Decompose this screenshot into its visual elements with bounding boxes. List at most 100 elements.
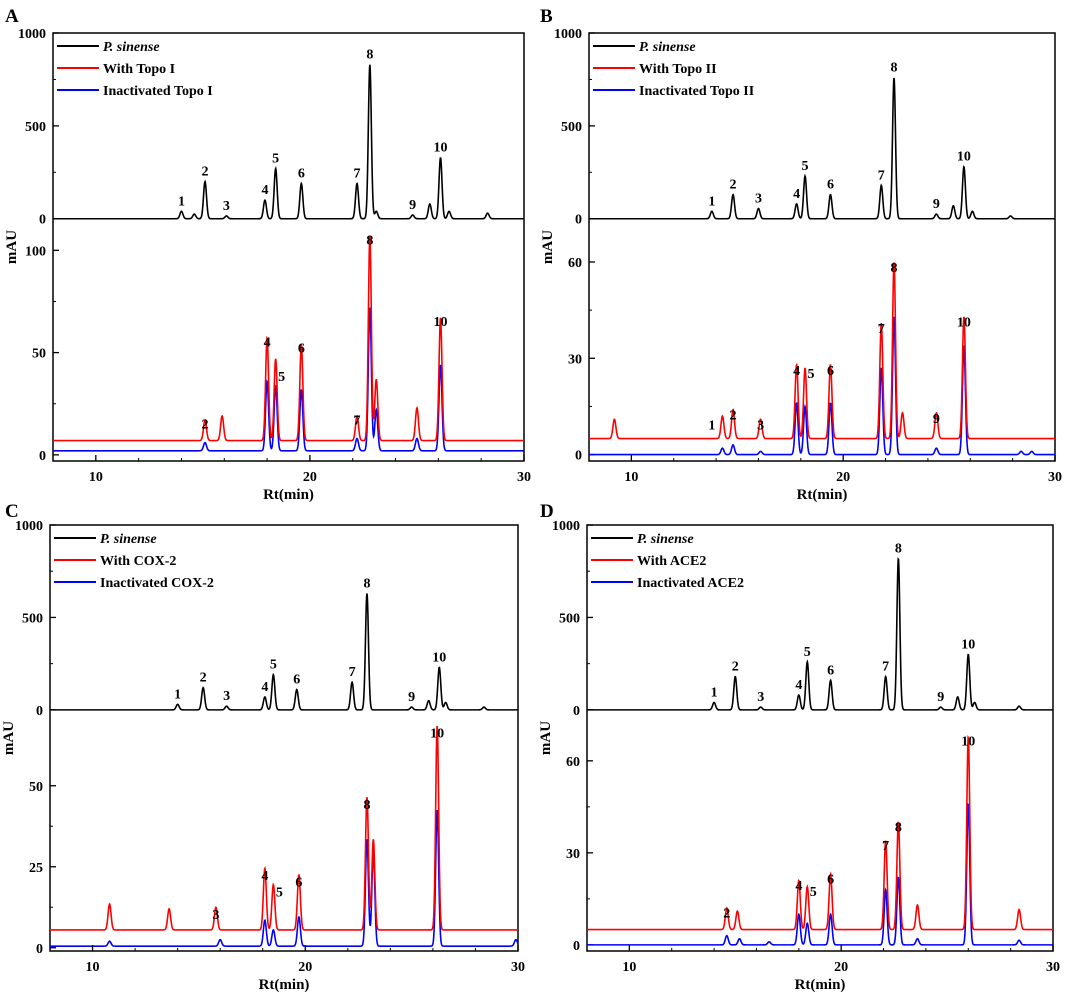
series-line-p-sinense <box>587 557 1053 711</box>
x-tick-label: 30 <box>517 470 531 485</box>
x-tick-label: 10 <box>86 960 100 975</box>
peak-label: 7 <box>354 413 361 428</box>
peak-label: 1 <box>174 687 181 702</box>
legend: P. sinense With ACE2 Inactivated ACE2 <box>591 532 744 591</box>
y-tick-label: 100 <box>25 244 46 259</box>
peak-label: 3 <box>223 199 230 214</box>
panel-letter: D <box>540 501 554 522</box>
x-axis-label: Rt(min) <box>797 487 848 503</box>
peak-label: 2 <box>730 409 737 424</box>
y-tick-label: 30 <box>566 847 580 862</box>
y-tick-label: 500 <box>22 611 43 626</box>
y-tick-label: 1000 <box>18 27 46 42</box>
y-tick-label: 1000 <box>15 519 43 534</box>
y-tick-label: 50 <box>29 780 43 795</box>
peak-label: 4 <box>793 364 800 379</box>
series-line-with-topo-ii <box>589 262 1055 440</box>
peak-label: 8 <box>891 61 898 76</box>
peak-label: 2 <box>202 417 209 432</box>
peak-label: 10 <box>957 316 971 331</box>
x-axis-label: Rt(min) <box>263 487 314 503</box>
bottom-pane: 0 25 50 3 456 8 10 <box>29 725 519 957</box>
peak-label: 5 <box>272 152 279 167</box>
peak-label: 1 <box>708 418 715 433</box>
legend: P. sinense With COX-2 Inactivated COX-2 <box>54 532 214 591</box>
peak-label: 9 <box>937 690 944 705</box>
series-line-with-cox-2 <box>50 725 518 931</box>
peak-label: 7 <box>354 166 361 181</box>
x-tick-label: 20 <box>836 470 850 485</box>
y-tick-label: 1000 <box>554 27 582 42</box>
legend-entry: P. sinense <box>103 40 160 55</box>
y-tick-label: 500 <box>561 120 582 135</box>
plot-frame <box>588 32 1056 462</box>
x-tick-label: 10 <box>89 470 103 485</box>
legend-entry: Inactivated Topo I <box>103 84 213 99</box>
legend-entry: P. sinense <box>100 532 157 547</box>
peak-label: 8 <box>895 541 902 556</box>
plot-frame <box>586 524 1054 952</box>
legend-entry: With ACE2 <box>637 554 706 569</box>
legend: P. sinense With Topo I Inactivated Topo I <box>57 40 213 99</box>
y-tick-label: 60 <box>568 256 582 271</box>
legend-entry: With COX-2 <box>100 554 176 569</box>
y-tick-label: 500 <box>559 611 580 626</box>
peak-label: 4 <box>795 678 802 693</box>
y-tick-label: 60 <box>566 755 580 770</box>
peak-label: 10 <box>432 650 446 665</box>
peak-label: 4 <box>261 183 268 198</box>
y-axis-label: mAU <box>4 230 20 264</box>
peak-label: 8 <box>363 798 370 813</box>
peak-label: 10 <box>434 140 448 155</box>
top-pane: 0 500 1000 12 3 4 5 6 7 8 9 10 <box>552 519 1053 719</box>
peak-label: 6 <box>298 342 305 357</box>
legend-entry: Inactivated Topo II <box>639 84 754 99</box>
peak-label: 4 <box>793 187 800 202</box>
peak-label: 5 <box>278 370 285 385</box>
y-tick-label: 0 <box>575 449 582 464</box>
y-tick-label: 1000 <box>552 519 580 534</box>
series-line-p-sinense <box>589 77 1055 220</box>
x-axis-label: Rt(min) <box>259 977 310 993</box>
peak-label: 3 <box>757 418 764 433</box>
legend-entry: Inactivated COX-2 <box>100 576 214 591</box>
peak-label: 9 <box>409 198 416 213</box>
panel-letter: B <box>540 6 553 27</box>
peak-label: 1 <box>711 685 718 700</box>
y-tick-label: 0 <box>575 213 582 228</box>
x-tick-label: 30 <box>511 960 525 975</box>
legend: P. sinense With Topo II Inactivated Topo I… <box>593 40 754 99</box>
y-tick-label: 50 <box>32 347 46 362</box>
series-line-with-ace2 <box>587 735 1053 931</box>
x-tick-label: 20 <box>834 960 848 975</box>
peak-label: 10 <box>957 150 971 165</box>
series-line-with-topo-i <box>53 236 524 442</box>
peak-label: 2 <box>723 906 730 921</box>
y-tick-label: 0 <box>36 942 43 957</box>
peak-label: 5 <box>270 658 277 673</box>
x-tick-label: 20 <box>303 470 317 485</box>
y-axis-label: mAU <box>1 721 17 755</box>
x-tick-label: 10 <box>624 470 638 485</box>
peak-label: 5 <box>810 885 817 900</box>
peak-label: 4 <box>261 869 268 884</box>
peak-label: 5 <box>802 159 809 174</box>
peak-label: 9 <box>933 197 940 212</box>
series-line-inactivated-cox-2 <box>50 810 519 947</box>
peak-label: 3 <box>755 192 762 207</box>
peak-label: 3 <box>212 908 219 923</box>
y-tick-label: 0 <box>573 704 580 719</box>
peak-label: 6 <box>298 166 305 181</box>
peak-label: 6 <box>827 663 834 678</box>
series-line-p-sinense <box>50 593 518 711</box>
bottom-pane: 0 50 100 2 4 56 7 8 10 <box>25 233 524 464</box>
peak-label: 5 <box>804 645 811 660</box>
x-axis-label: Rt(min) <box>795 977 846 993</box>
y-tick-label: 0 <box>36 704 43 719</box>
peak-label: 5 <box>276 885 283 900</box>
